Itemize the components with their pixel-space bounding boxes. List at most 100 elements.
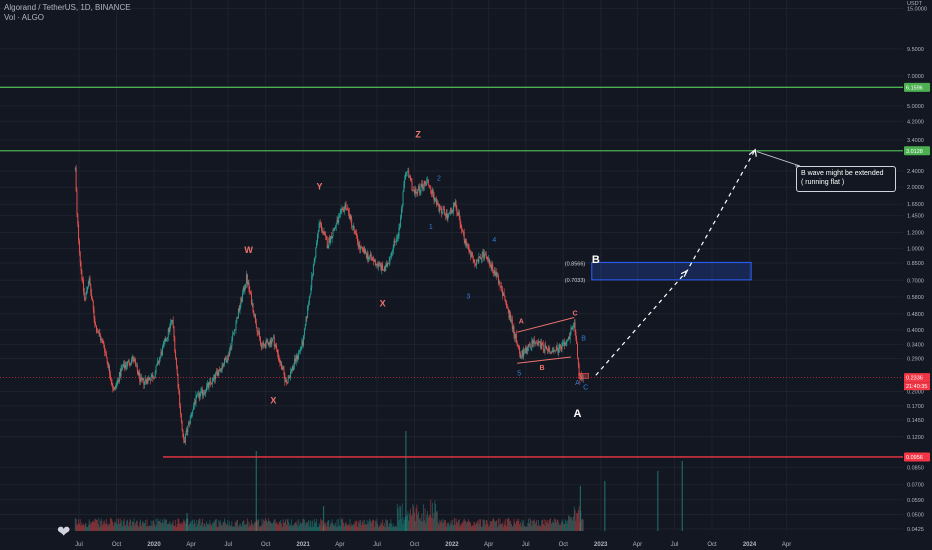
candle-body [397,236,399,238]
subwave-label-5: 5 [517,370,521,377]
candle-body [299,350,300,352]
volume-bar [406,514,408,531]
volume-bar [286,524,287,531]
candle-body [360,247,362,250]
candle-body [532,340,534,344]
candle-body [317,234,318,243]
candle-body [268,344,270,346]
candle-body [184,440,186,443]
candle-body [253,312,255,316]
candle-body [322,231,324,233]
candle-body [345,203,347,209]
volume-bar [372,519,374,531]
candle-body [318,223,320,231]
volume-spike [579,486,581,531]
volume-bar [380,521,382,531]
volume-bar [361,525,362,531]
volume-bar [412,503,414,531]
candle-body [434,198,436,201]
candle-body [408,171,410,178]
candle-body [173,326,175,338]
candle-body [451,210,453,213]
price-axis[interactable]: 15.0000 9.5000 7.0000 5.0000 4.2000 3.4000 2.4… [903,0,932,550]
volume-bar [554,518,556,531]
candle-body [139,373,141,382]
candle-body [246,274,248,285]
candle-body [158,360,159,364]
time-tick-label: 2020 [147,542,161,548]
candle-body [191,413,193,415]
volume-bar [535,521,537,531]
volume-bar [458,519,460,531]
candle-body [486,257,488,259]
candle-body [516,342,518,346]
time-tick-label: Oct [559,542,569,548]
candle-body [513,326,515,336]
time-axis[interactable]: Jul Oct 2020 Apr Jul Oct 2021 Apr Jul Oct 2022 Apr J… [0,537,903,550]
price-tick-label: 0.3400 [907,342,924,348]
candle-body [140,376,142,380]
volume-bar [338,518,340,531]
currency-label: USDT [907,1,923,7]
candle-body [453,203,455,212]
volume-bar [284,521,286,531]
volume-bar [414,521,416,531]
candle-body [346,208,348,210]
volume-bar [197,520,199,531]
volume-bar [471,526,472,531]
candle-body [492,264,494,272]
candle-body [312,264,314,275]
candle-body [347,208,349,210]
candle-body [260,343,262,347]
candle-body [469,252,471,253]
volume-bar [571,517,573,531]
volume-bar [143,523,145,531]
candle-body [194,402,196,403]
volume-bar [421,513,423,531]
candle-body [242,293,243,302]
volume-bar [151,525,153,531]
wave-label-a: A [519,319,524,326]
candle-body [568,336,570,340]
candle-body [329,238,331,243]
volume-bar [276,522,278,531]
volume-bar [375,521,377,531]
candle-body [143,378,145,385]
tradingview-logo-icon[interactable]: ❤ [57,524,71,541]
volume-bar [358,522,360,531]
callout-note[interactable]: B wave might be extended ( running flat … [796,166,896,192]
candle-body [428,185,430,187]
volume-bar [494,522,496,531]
candle-body [564,344,566,346]
price-tick-label: 1.4500 [907,214,924,220]
horizontal-lines[interactable] [0,86,903,458]
candle-body [331,236,333,239]
candle-body [233,329,235,333]
volume-bar [310,521,312,531]
volume-bar [472,525,474,531]
candle-body [560,346,562,350]
candle-body [420,184,422,192]
volume-bar [206,521,208,531]
candle-body [550,352,552,354]
candle-body [431,189,433,194]
candle-body [439,207,441,212]
price-tick-label: 4.2000 [907,119,924,125]
volume-bar [316,518,318,531]
volume-bar [188,525,190,531]
volume-bar [413,506,415,531]
wedge-lines[interactable] [517,317,590,384]
volume-bar [474,522,476,531]
volume-bar [170,524,172,531]
volume-bar [196,519,198,531]
volume-bar [129,518,131,531]
candle-body [467,244,468,246]
candle-body [415,189,417,193]
candle-body [522,350,524,357]
wave-label-a: A [574,408,582,420]
volume-bar [328,519,330,531]
volume-bar [250,520,252,531]
target-box[interactable]: (0.8566) (0.7033) [565,261,752,284]
volume-bar [190,523,192,531]
